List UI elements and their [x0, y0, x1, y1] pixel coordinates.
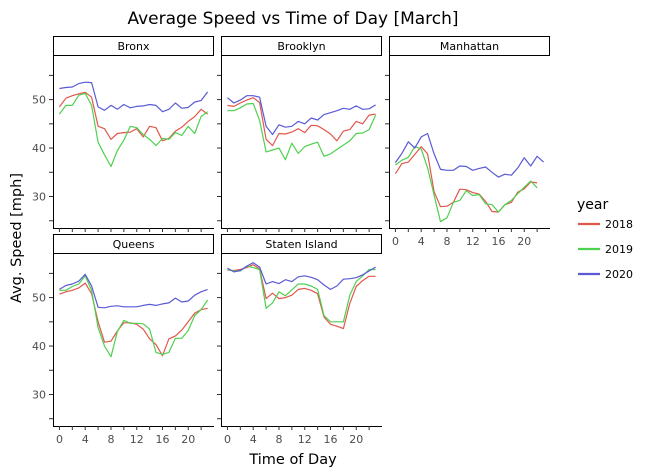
panel-strip — [53, 36, 214, 56]
legend-title: year — [577, 197, 608, 213]
panel-queens: Queens 30 40 50 0 4 8 12 16 20 — [32, 234, 214, 446]
x-tick-label: 16 — [155, 433, 169, 446]
x-tick-label: 0 — [56, 433, 63, 446]
panel-strip-label: Manhattan — [440, 40, 499, 53]
x-tick-label: 0 — [224, 433, 231, 446]
y-axis-label: Avg. Speed [mph] — [9, 173, 25, 303]
x-tick-label: 0 — [392, 235, 399, 248]
series-line-2020 — [227, 95, 376, 136]
series-line-2018 — [227, 97, 376, 147]
panel-strip-label: Staten Island — [265, 238, 337, 251]
series-line-2018 — [58, 91, 208, 142]
panel-strip-label: Brooklyn — [277, 40, 325, 53]
series-line-2020 — [227, 262, 376, 290]
panel-manhattan: Manhattan 0 4 8 12 16 20 — [385, 36, 550, 248]
series-line-2019 — [395, 146, 538, 223]
x-tick-label: 8 — [443, 235, 450, 248]
x-tick-label: 20 — [349, 433, 363, 446]
panel-strip-label: Bronx — [117, 40, 150, 53]
series-line-2020 — [59, 273, 208, 309]
x-tick-label: 4 — [82, 433, 89, 446]
x-tick-label: 4 — [250, 433, 257, 446]
x-tick-label: 4 — [418, 235, 425, 248]
x-tick-label: 8 — [107, 433, 114, 446]
panel-strip — [53, 234, 214, 254]
y-tick-label: 30 — [32, 389, 46, 402]
y-tick-label: 50 — [32, 94, 46, 107]
series-line-2019 — [227, 102, 377, 161]
chart-title: Average Speed vs Time of Day [March] — [127, 9, 458, 29]
panel-strip — [221, 36, 382, 56]
y-tick-label: 40 — [32, 340, 46, 353]
panel-strip — [389, 36, 550, 56]
x-tick-label: 16 — [323, 433, 337, 446]
panel-bronx: Bronx 30 40 50 — [32, 36, 214, 232]
series-line-2019 — [58, 92, 208, 168]
series-line-2018 — [59, 282, 208, 357]
series-line-2019 — [59, 275, 209, 358]
panel-brooklyn: Brooklyn — [217, 36, 382, 232]
x-tick-label: 12 — [130, 433, 144, 446]
panel-staten-island: Staten Island 0 4 8 12 16 20 — [217, 234, 382, 446]
x-tick-label: 20 — [517, 235, 531, 248]
x-tick-label: 12 — [298, 433, 312, 446]
y-tick-label: 30 — [32, 191, 46, 204]
series-line-2018 — [394, 146, 538, 213]
x-tick-label: 16 — [491, 235, 505, 248]
x-tick-label: 8 — [275, 433, 282, 446]
x-axis-label: Time of Day — [248, 452, 337, 468]
y-tick-label: 50 — [32, 292, 46, 305]
y-tick-label: 40 — [32, 142, 46, 155]
x-tick-label: 20 — [181, 433, 195, 446]
series-line-2018 — [227, 264, 376, 330]
series-line-2020 — [59, 81, 209, 113]
legend-label-2018: 2018 — [605, 218, 633, 231]
legend: year 2018 2019 2020 — [577, 197, 633, 281]
x-tick-label: 12 — [466, 235, 480, 248]
panel-strip — [221, 234, 382, 254]
series-line-2020 — [394, 132, 544, 178]
series-line-2019 — [227, 265, 376, 323]
panel-strip-label: Queens — [113, 238, 155, 251]
legend-label-2020: 2020 — [605, 268, 633, 281]
legend-label-2019: 2019 — [605, 243, 633, 256]
